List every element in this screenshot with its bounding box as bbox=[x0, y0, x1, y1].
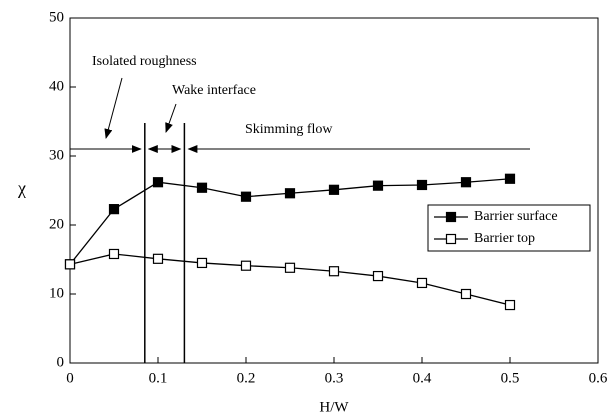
data-point bbox=[372, 270, 384, 282]
x-tick-label: 0.2 bbox=[237, 370, 256, 386]
annotation: Skimming flow bbox=[245, 122, 333, 137]
data-point bbox=[108, 204, 120, 215]
series-line bbox=[69, 253, 511, 306]
legend: Barrier surface Barrier top bbox=[427, 204, 591, 252]
y-tick-label: 30 bbox=[49, 147, 64, 163]
annotation-arrow bbox=[104, 77, 123, 139]
data-point bbox=[416, 179, 428, 191]
data-point bbox=[416, 277, 428, 289]
data-point bbox=[152, 177, 164, 188]
legend-marker bbox=[445, 233, 457, 245]
data-point bbox=[504, 173, 516, 184]
y-axis-label: χ bbox=[17, 178, 26, 198]
data-point bbox=[108, 248, 120, 260]
data-point bbox=[504, 299, 516, 311]
data-point bbox=[196, 182, 208, 193]
x-tick-label: 0.4 bbox=[413, 370, 432, 386]
legend-label: Barrier top bbox=[474, 231, 535, 246]
data-point bbox=[196, 257, 208, 269]
y-tick-label: 20 bbox=[49, 216, 64, 232]
x-axis-label: H/W bbox=[319, 399, 349, 415]
data-point bbox=[240, 260, 252, 271]
y-tick-label: 50 bbox=[49, 9, 64, 25]
x-tick-label: 0.3 bbox=[325, 370, 344, 386]
annotation: Isolated roughness bbox=[92, 54, 197, 69]
y-tick-label: 40 bbox=[49, 78, 64, 94]
data-point bbox=[372, 180, 384, 191]
data-point bbox=[460, 288, 472, 300]
data-point bbox=[284, 188, 296, 199]
x-tick-label: 0.1 bbox=[149, 370, 168, 386]
annotation: Wake interface bbox=[172, 83, 256, 98]
y-tick-label: 0 bbox=[57, 354, 65, 370]
data-point bbox=[284, 262, 296, 273]
data-point bbox=[460, 177, 472, 188]
data-point bbox=[152, 253, 164, 264]
annotation-arrow bbox=[165, 103, 177, 133]
legend-marker bbox=[445, 211, 457, 223]
x-tick-label: 0 bbox=[66, 370, 74, 386]
x-tick-label: 0.6 bbox=[589, 370, 608, 386]
data-point bbox=[328, 266, 340, 277]
legend-label: Barrier surface bbox=[474, 209, 558, 224]
y-tick-label: 10 bbox=[49, 285, 64, 301]
data-point bbox=[328, 184, 340, 195]
data-point bbox=[64, 259, 76, 270]
data-point bbox=[240, 191, 252, 202]
x-tick-label: 0.5 bbox=[501, 370, 520, 386]
